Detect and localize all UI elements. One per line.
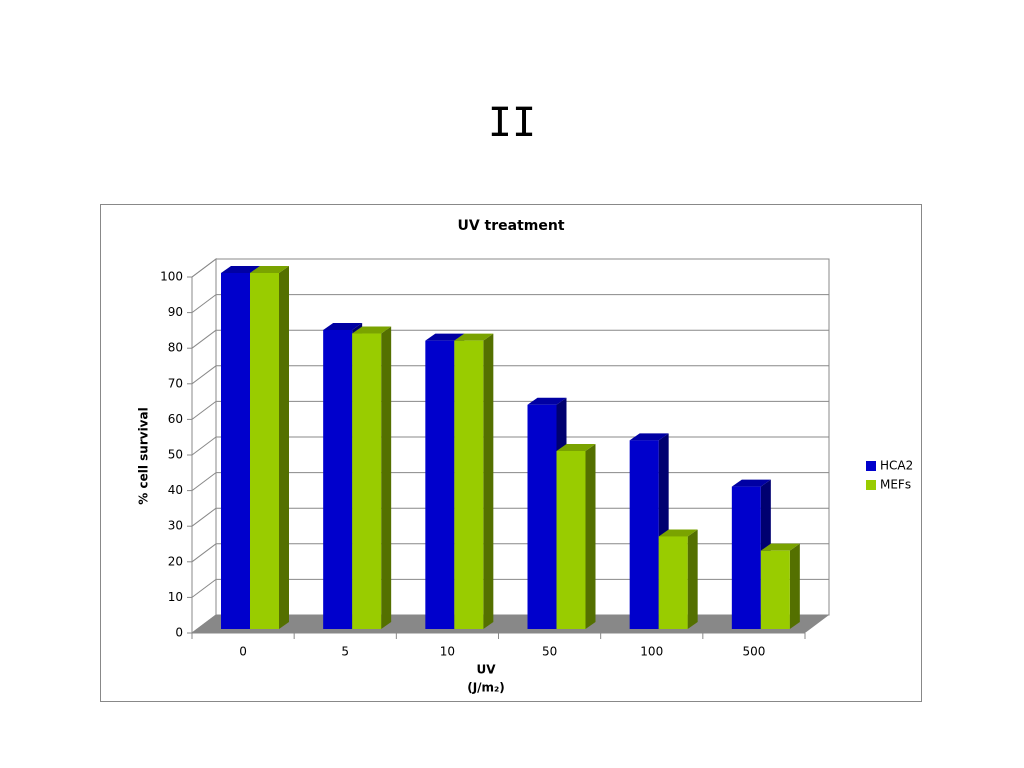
bar-top (323, 322, 363, 330)
grid-line (191, 436, 217, 456)
bar (323, 329, 353, 629)
bar-top (731, 479, 771, 487)
bar-side (381, 326, 392, 629)
y-tick-label: 10 (168, 590, 183, 604)
bar-top (629, 433, 669, 441)
y-tick-label: 80 (168, 341, 183, 355)
bar-top (527, 397, 567, 405)
legend-label: MEFs (880, 478, 911, 492)
bar-side (483, 333, 494, 629)
slide-title: II (488, 100, 536, 146)
grid-line (191, 543, 217, 563)
bar-top (221, 266, 260, 273)
bar (425, 340, 455, 629)
grid-line (191, 365, 217, 385)
x-axis-label: UV (476, 663, 496, 677)
grid-line (191, 258, 217, 278)
grid-line (191, 507, 217, 527)
bar-top (658, 529, 698, 537)
bar (454, 340, 484, 629)
bar-top (425, 333, 465, 341)
y-tick-label: 30 (168, 519, 183, 533)
bar (221, 273, 250, 629)
bar-top (250, 266, 289, 273)
grid-line (191, 579, 217, 598)
bar-side (687, 529, 698, 629)
grid-line (191, 329, 217, 349)
y-tick-label: 90 (168, 305, 183, 319)
x-tick-label: 100 (640, 645, 663, 659)
bar-side (789, 543, 800, 629)
grid-line (191, 400, 217, 420)
y-tick-label: 100 (160, 270, 183, 284)
bar (760, 550, 790, 629)
x-axis-unit: (J/m₂) (467, 681, 505, 695)
x-tick-label: 0 (239, 645, 247, 659)
x-tick-label: 50 (542, 645, 557, 659)
bar (731, 486, 761, 629)
bar (629, 440, 659, 629)
bar-top (556, 444, 596, 451)
y-tick-label: 40 (168, 483, 183, 497)
bar (352, 333, 382, 629)
legend-label: HCA2 (880, 459, 913, 473)
y-tick-label: 50 (168, 448, 183, 462)
legend-swatch (866, 461, 876, 471)
x-tick-label: 500 (742, 645, 765, 659)
bar (250, 273, 279, 629)
bar (527, 404, 557, 629)
bar-top (454, 333, 494, 341)
bar-top (760, 543, 800, 551)
bar (556, 451, 586, 629)
y-tick-label: 0 (175, 626, 183, 640)
x-tick-label: 10 (440, 645, 455, 659)
y-tick-label: 70 (168, 376, 183, 390)
bar-side (279, 266, 289, 629)
bar-top (352, 326, 392, 334)
bar (658, 536, 688, 629)
bar-side (585, 444, 596, 629)
legend-swatch (866, 480, 876, 490)
y-tick-label: 60 (168, 412, 183, 426)
grid-line (191, 472, 217, 492)
x-tick-label: 5 (341, 645, 349, 659)
y-tick-label: 20 (168, 554, 183, 568)
y-axis-label: % cell survival (137, 407, 151, 504)
grid-line (191, 294, 217, 314)
chart-title: UV treatment (457, 218, 564, 234)
